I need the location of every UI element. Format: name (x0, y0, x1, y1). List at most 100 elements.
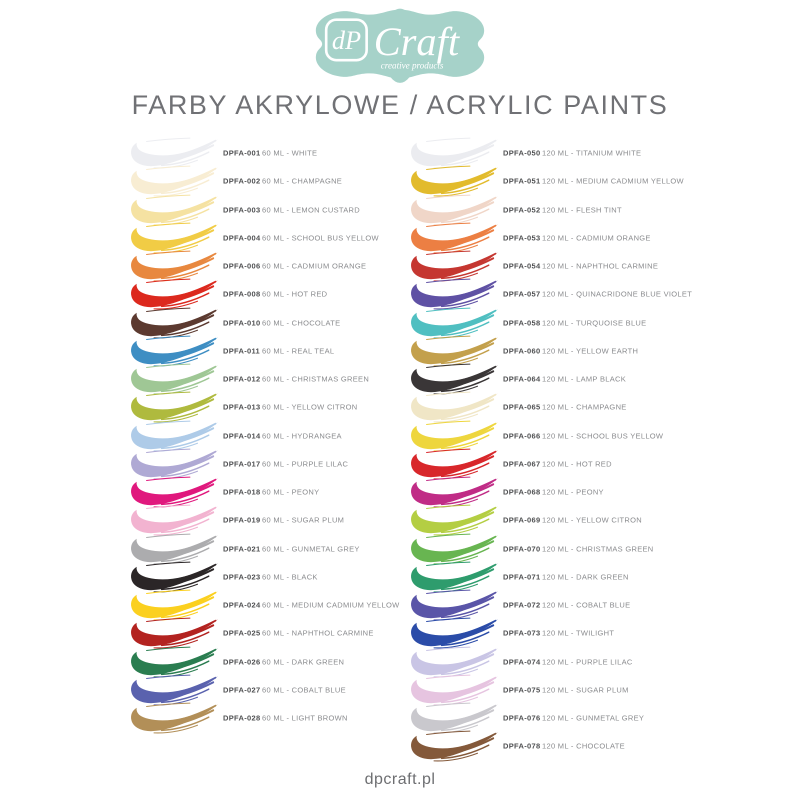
paint-row: DPFA-074 120 ML - PURPLE LILAC (410, 648, 702, 676)
paint-volume-and-name: 120 ML - MEDIUM CADMIUM YELLOW (542, 176, 684, 186)
paint-code: DPFA-051 (503, 176, 541, 186)
paint-volume-and-name: 120 ML - GUNMETAL GREY (542, 713, 645, 723)
paint-row: DPFA-075 120 ML - SUGAR PLUM (410, 676, 702, 704)
dpcraft-logo: dP Craft creative products (315, 8, 485, 83)
paint-code: DPFA-021 (223, 544, 261, 554)
paint-volume-and-name: 60 ML - GUNMETAL GREY (262, 544, 360, 554)
paint-volume-and-name: 60 ML - PURPLE LILAC (262, 459, 349, 469)
paint-row: DPFA-066 120 ML - SCHOOL BUS YELLOW (410, 422, 702, 450)
logo-initials: dP (332, 26, 361, 55)
paint-row: DPFA-058 120 ML - TURQUOISE BLUE (410, 309, 702, 337)
paint-code: DPFA-060 (503, 346, 541, 356)
paint-volume-and-name: 60 ML - DARK GREEN (262, 657, 345, 667)
paint-code: DPFA-068 (503, 487, 541, 497)
paint-row: DPFA-023 60 ML - BLACK (130, 563, 400, 591)
paint-volume-and-name: 120 ML - CHRISTMAS GREEN (542, 544, 654, 554)
paint-code: DPFA-066 (503, 431, 541, 441)
paint-code: DPFA-013 (223, 402, 261, 412)
paint-code: DPFA-024 (223, 600, 261, 610)
paint-code: DPFA-006 (223, 261, 261, 271)
paint-row: DPFA-024 60 ML - MEDIUM CADMIUM YELLOW (130, 591, 400, 619)
paint-volume-and-name: 120 ML - FLESH TINT (542, 205, 622, 215)
paint-row: DPFA-069 120 ML - YELLOW CITRON (410, 506, 702, 534)
paint-row: DPFA-078 120 ML - CHOCOLATE (410, 732, 702, 760)
paint-volume-and-name: 120 ML - NAPHTHOL CARMINE (542, 261, 659, 271)
paint-code: DPFA-001 (223, 148, 261, 158)
paint-code: DPFA-054 (503, 261, 541, 271)
paint-row: DPFA-012 60 ML - CHRISTMAS GREEN (130, 365, 400, 393)
paint-code: DPFA-004 (223, 233, 261, 243)
paint-volume-and-name: 120 ML - CADMIUM ORANGE (542, 233, 651, 243)
paint-row: DPFA-072 120 ML - COBALT BLUE (410, 591, 702, 619)
paint-code: DPFA-023 (223, 572, 261, 582)
paint-volume-and-name: 60 ML - CHRISTMAS GREEN (262, 374, 370, 384)
paint-volume-and-name: 60 ML - SCHOOL BUS YELLOW (262, 233, 379, 243)
paint-row: DPFA-060 120 ML - YELLOW EARTH (410, 337, 702, 365)
paint-volume-and-name: 120 ML - CHOCOLATE (542, 741, 625, 751)
paint-row: DPFA-050 120 ML - TITANIUM WHITE (410, 139, 702, 167)
paint-volume-and-name: 60 ML - BLACK (262, 572, 318, 582)
paint-row: DPFA-025 60 ML - NAPHTHOL CARMINE (130, 619, 400, 647)
paint-code: DPFA-018 (223, 487, 261, 497)
paint-volume-and-name: 120 ML - COBALT BLUE (542, 600, 631, 610)
paint-brush-stroke-swatch (410, 729, 500, 763)
paint-volume-and-name: 120 ML - YELLOW EARTH (542, 346, 639, 356)
paint-volume-and-name: 60 ML - WHITE (262, 148, 318, 158)
paint-code: DPFA-073 (503, 628, 541, 638)
paint-volume-and-name: 120 ML - YELLOW CITRON (542, 515, 642, 525)
paint-volume-and-name: 120 ML - HOT RED (542, 459, 612, 469)
paint-volume-and-name: 120 ML - PURPLE LILAC (542, 657, 633, 667)
paint-row: DPFA-010 60 ML - CHOCOLATE (130, 309, 400, 337)
paint-volume-and-name: 120 ML - PEONY (542, 487, 604, 497)
logo-badge-bottom-point (389, 76, 411, 83)
paint-volume-and-name: 120 ML - QUINACRIDONE BLUE VIOLET (542, 289, 693, 299)
paint-code: DPFA-078 (503, 741, 541, 751)
paint-code: DPFA-008 (223, 289, 261, 299)
paint-code: DPFA-025 (223, 628, 261, 638)
paint-code: DPFA-011 (223, 346, 260, 356)
paint-code: DPFA-071 (503, 572, 541, 582)
paint-row: DPFA-003 60 ML - LEMON CUSTARD (130, 196, 400, 224)
paint-code: DPFA-069 (503, 515, 541, 525)
paint-row: DPFA-067 120 ML - HOT RED (410, 450, 702, 478)
paint-volume-and-name: 60 ML - SUGAR PLUM (262, 515, 345, 525)
paint-code: DPFA-019 (223, 515, 261, 525)
paint-volume-and-name: 60 ML - CADMIUM ORANGE (262, 261, 367, 271)
paint-code: DPFA-017 (223, 459, 261, 469)
paint-code: DPFA-014 (223, 431, 261, 441)
paint-volume-and-name: 60 ML - CHOCOLATE (262, 318, 341, 328)
paint-row: DPFA-053 120 ML - CADMIUM ORANGE (410, 224, 702, 252)
paint-code: DPFA-075 (503, 685, 541, 695)
paint-row: DPFA-064 120 ML - LAMP BLACK (410, 365, 702, 393)
paint-row: DPFA-011 60 ML - REAL TEAL (130, 337, 400, 365)
paint-row: DPFA-054 120 ML - NAPHTHOL CARMINE (410, 252, 702, 280)
paint-code: DPFA-057 (503, 289, 541, 299)
paint-column-60ml: DPFA-001 60 ML - WHITE DPFA-002 60 ML - … (130, 139, 400, 732)
paint-code: DPFA-064 (503, 374, 541, 384)
paint-row: DPFA-013 60 ML - YELLOW CITRON (130, 393, 400, 421)
paint-row: DPFA-028 60 ML - LIGHT BROWN (130, 704, 400, 732)
paint-volume-and-name: 60 ML - REAL TEAL (262, 346, 335, 356)
paint-row: DPFA-070 120 ML - CHRISTMAS GREEN (410, 535, 702, 563)
paint-code: DPFA-012 (223, 374, 261, 384)
paint-code: DPFA-010 (223, 318, 261, 328)
paint-volume-and-name: 120 ML - TITANIUM WHITE (542, 148, 642, 158)
paint-row: DPFA-065 120 ML - CHAMPAGNE (410, 393, 702, 421)
paint-row: DPFA-008 60 ML - HOT RED (130, 280, 400, 308)
paint-row: DPFA-001 60 ML - WHITE (130, 139, 400, 167)
logo-brand-name: Craft (374, 19, 461, 64)
paint-code: DPFA-028 (223, 713, 261, 723)
paint-volume-and-name: 120 ML - LAMP BLACK (542, 374, 627, 384)
paint-row: DPFA-071 120 ML - DARK GREEN (410, 563, 702, 591)
paint-row: DPFA-021 60 ML - GUNMETAL GREY (130, 535, 400, 563)
paint-row: DPFA-017 60 ML - PURPLE LILAC (130, 450, 400, 478)
paint-volume-and-name: 120 ML - TWILIGHT (542, 628, 615, 638)
paint-row: DPFA-019 60 ML - SUGAR PLUM (130, 506, 400, 534)
paint-code: DPFA-065 (503, 402, 541, 412)
paint-volume-and-name: 60 ML - CHAMPAGNE (262, 176, 343, 186)
logo-initials-frame (324, 18, 368, 62)
page-title: FARBY AKRYLOWE / ACRYLIC PAINTS (131, 90, 669, 120)
paint-row: DPFA-027 60 ML - COBALT BLUE (130, 676, 400, 704)
paint-volume-and-name: 120 ML - TURQUOISE BLUE (542, 318, 647, 328)
logo-tagline: creative products (381, 60, 444, 70)
